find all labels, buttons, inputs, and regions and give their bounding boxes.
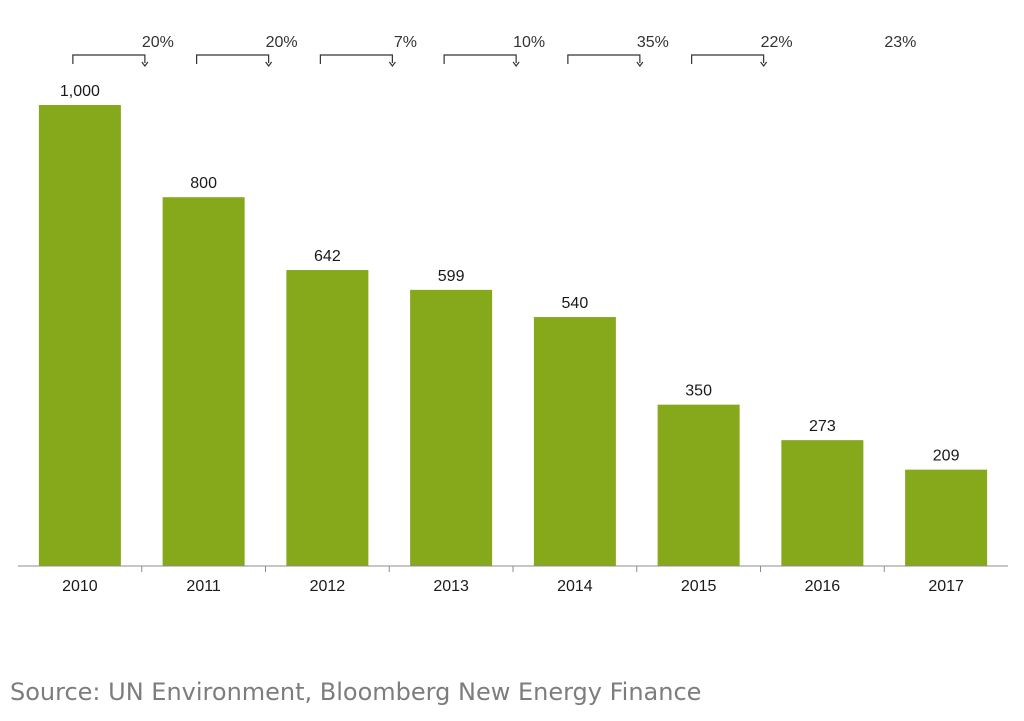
down-arrow-icon bbox=[636, 61, 644, 67]
bar-2013 bbox=[410, 289, 493, 566]
value-label-2012: 642 bbox=[314, 248, 341, 265]
down-arrow-icon bbox=[265, 61, 273, 67]
change-brackets-group: 20% 20% 7% 10% 35% 22% 23% bbox=[72, 34, 916, 67]
change-bracket bbox=[443, 54, 517, 64]
bars-group bbox=[38, 105, 988, 566]
value-label-2014: 540 bbox=[562, 295, 589, 312]
x-tick-label-2013: 2013 bbox=[433, 578, 469, 595]
change-bracket bbox=[567, 54, 641, 64]
value-labels-group: 1,000 800 642 599 540 350 273 209 bbox=[60, 83, 960, 465]
change-label: 22% bbox=[761, 34, 793, 51]
bar-2016 bbox=[781, 440, 864, 566]
change-label: 20% bbox=[142, 34, 174, 51]
x-tick-label-2017: 2017 bbox=[928, 578, 964, 595]
change-label: 7% bbox=[394, 34, 417, 51]
change-bracket bbox=[319, 54, 393, 64]
bar-2015 bbox=[657, 404, 740, 566]
change-label: 20% bbox=[266, 34, 298, 51]
bar-2010 bbox=[38, 105, 121, 566]
down-arrow-icon bbox=[512, 61, 520, 67]
value-label-2010: 1,000 bbox=[60, 83, 100, 100]
change-bracket bbox=[691, 54, 765, 64]
value-label-2013: 599 bbox=[438, 268, 465, 285]
x-tick-label-2015: 2015 bbox=[681, 578, 717, 595]
change-bracket bbox=[196, 54, 270, 64]
down-arrow-icon bbox=[141, 61, 149, 67]
source-note: Source: UN Environment, Bloomberg New En… bbox=[10, 678, 702, 706]
change-label: 10% bbox=[513, 34, 545, 51]
bar-2014 bbox=[533, 317, 616, 566]
value-label-2015: 350 bbox=[685, 383, 712, 400]
bar-2017 bbox=[905, 469, 988, 566]
bar-chart: 1,000 800 642 599 540 350 273 209 20% 20% 7% 10% 35… bbox=[18, 34, 1008, 595]
x-tick-label-2012: 2012 bbox=[310, 578, 346, 595]
down-arrow-icon bbox=[388, 61, 396, 67]
change-label: 23% bbox=[884, 34, 916, 51]
x-tick-label-2014: 2014 bbox=[557, 578, 593, 595]
x-tick-label-2010: 2010 bbox=[62, 578, 98, 595]
bar-2012 bbox=[286, 270, 369, 566]
x-tick-label-2016: 2016 bbox=[805, 578, 841, 595]
x-axis: 2010 2011 2012 2013 2014 2015 2016 2017 bbox=[18, 565, 1008, 595]
value-label-2016: 273 bbox=[809, 418, 836, 435]
value-label-2011: 800 bbox=[190, 175, 217, 192]
x-tick-label-2011: 2011 bbox=[186, 578, 221, 595]
change-label: 35% bbox=[637, 34, 669, 51]
value-label-2017: 209 bbox=[933, 448, 960, 465]
down-arrow-icon bbox=[760, 61, 768, 67]
bar-2011 bbox=[162, 197, 245, 566]
change-bracket bbox=[72, 54, 146, 64]
